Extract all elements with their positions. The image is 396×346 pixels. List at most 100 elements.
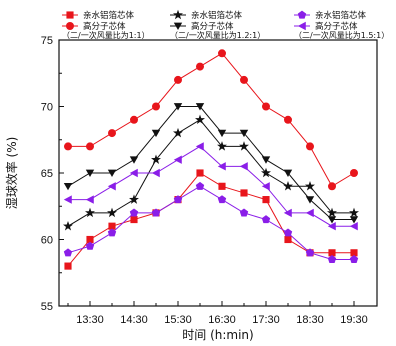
series-line-2 bbox=[67, 119, 354, 227]
data-point bbox=[130, 215, 138, 224]
legend-marker bbox=[173, 22, 183, 30]
x-tick-label: 17:30 bbox=[252, 314, 280, 326]
data-point bbox=[173, 155, 182, 164]
data-point bbox=[306, 142, 314, 151]
tick-labels: 55 60 65 70 75 13:30 14:30 15:30 16:30 17:30 18:30… bbox=[41, 35, 368, 326]
data-point bbox=[195, 103, 205, 111]
data-point bbox=[305, 248, 315, 257]
axis-ticks bbox=[59, 39, 355, 307]
data-point bbox=[195, 181, 205, 190]
data-point bbox=[239, 129, 249, 138]
data-point bbox=[151, 154, 161, 164]
data-point bbox=[239, 208, 249, 217]
data-point bbox=[63, 248, 73, 257]
data-point bbox=[283, 228, 293, 237]
data-point bbox=[218, 49, 226, 58]
data-point bbox=[239, 162, 248, 171]
data-point bbox=[86, 235, 94, 244]
data-point bbox=[261, 156, 271, 164]
data-point bbox=[64, 142, 72, 151]
data-point bbox=[85, 195, 94, 204]
data-point bbox=[305, 208, 314, 218]
data-point bbox=[174, 75, 182, 84]
data-point bbox=[173, 195, 183, 204]
legend-label: 高分子芯体 bbox=[191, 21, 234, 32]
data-point bbox=[129, 208, 139, 217]
data-point bbox=[349, 222, 358, 231]
data-point bbox=[350, 169, 358, 177]
data-point bbox=[262, 102, 270, 111]
y-tick-label: 60 bbox=[41, 235, 53, 247]
data-point bbox=[283, 169, 293, 177]
data-point bbox=[217, 141, 227, 151]
data-point bbox=[328, 249, 336, 257]
legend: 亲水铝箔芯体高分子芯体（二/一次风量比为1:1）亲水铝箔芯体高分子芯体（二/一次… bbox=[62, 9, 389, 40]
data-point bbox=[217, 129, 227, 138]
data-point bbox=[63, 220, 73, 231]
data-point bbox=[85, 169, 95, 177]
data-point bbox=[129, 194, 139, 204]
series-line-3 bbox=[67, 106, 354, 221]
data-point bbox=[130, 115, 138, 124]
data-point bbox=[350, 249, 358, 257]
y-tick-label: 70 bbox=[41, 102, 53, 114]
data-point bbox=[108, 222, 116, 230]
legend-marker bbox=[173, 9, 183, 20]
data-point bbox=[107, 169, 117, 177]
data-point bbox=[151, 129, 161, 138]
legend-marker bbox=[297, 10, 307, 19]
x-tick-label: 15:30 bbox=[164, 314, 192, 326]
data-point bbox=[196, 169, 204, 177]
data-point bbox=[129, 168, 138, 178]
x-tick-label: 19:30 bbox=[340, 314, 368, 326]
legend-label: 亲水铝箔芯体 bbox=[83, 10, 135, 21]
y-axis-title: 湿球效率 (%) bbox=[4, 137, 19, 210]
x-tick-label: 16:30 bbox=[208, 314, 236, 326]
data-point bbox=[327, 255, 337, 264]
legend-label: 高分子芯体 bbox=[315, 21, 358, 32]
data-point bbox=[85, 207, 95, 218]
series-3 bbox=[63, 103, 359, 224]
data-point bbox=[349, 207, 359, 218]
data-point bbox=[327, 207, 337, 218]
series-2 bbox=[63, 114, 359, 231]
legend-marker bbox=[66, 11, 74, 19]
data-point bbox=[173, 127, 183, 138]
legend-marker bbox=[297, 21, 306, 31]
legend-label: 亲水铝箔芯体 bbox=[191, 10, 243, 21]
legend-ratio-label: （二/一次风量比为1.5:1） bbox=[294, 30, 389, 40]
legend-ratio-label: （二/一次风量比为1.2:1） bbox=[170, 30, 265, 40]
data-point bbox=[284, 235, 292, 244]
data-point bbox=[129, 156, 139, 164]
legend-ratio-label: （二/一次风量比为1:1） bbox=[62, 30, 150, 40]
data-point bbox=[195, 142, 204, 151]
series-line-1 bbox=[68, 52, 355, 187]
data-point bbox=[349, 255, 359, 264]
data-point bbox=[217, 195, 227, 204]
series-4 bbox=[63, 181, 359, 264]
data-point bbox=[107, 207, 117, 218]
data-point bbox=[173, 103, 183, 111]
data-point bbox=[86, 142, 94, 151]
data-point bbox=[327, 216, 337, 224]
data-point bbox=[85, 241, 95, 250]
data-point bbox=[196, 62, 204, 71]
data-point bbox=[328, 182, 336, 191]
x-tick-label: 18:30 bbox=[296, 314, 324, 326]
data-point bbox=[283, 181, 293, 191]
data-point bbox=[239, 141, 249, 151]
y-tick-label: 75 bbox=[41, 35, 53, 47]
y-tick-label: 55 bbox=[41, 301, 53, 313]
data-point bbox=[240, 189, 248, 197]
series-1 bbox=[64, 49, 358, 191]
series-line-0 bbox=[67, 172, 354, 267]
data-point bbox=[151, 168, 160, 178]
legend-label: 高分子芯体 bbox=[83, 21, 126, 32]
data-point bbox=[240, 75, 248, 84]
data-point bbox=[108, 129, 116, 138]
x-tick-label: 13:30 bbox=[76, 314, 104, 326]
